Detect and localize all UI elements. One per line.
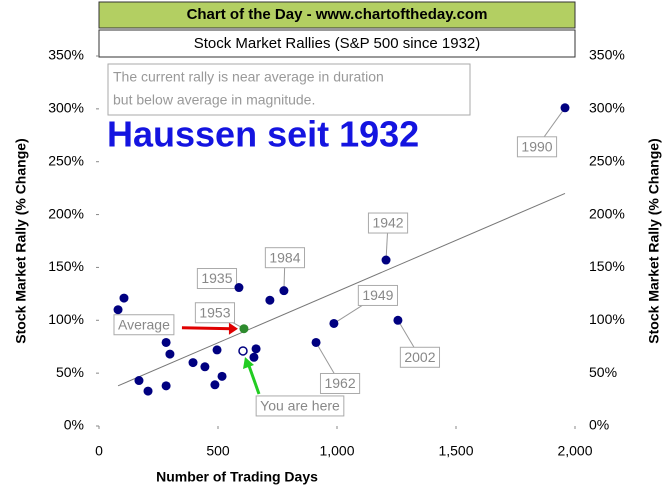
trend-line <box>117 192 566 387</box>
y2-tick-label: 0% <box>589 417 609 433</box>
data-point <box>311 337 321 347</box>
average-point <box>239 324 249 334</box>
data-point <box>329 318 339 328</box>
point-label: 1953 <box>199 304 230 320</box>
label-box <box>255 395 345 417</box>
label-box <box>196 268 238 290</box>
point-label: 1984 <box>269 249 300 265</box>
data-point <box>234 283 244 293</box>
x-tick-label: 2,000 <box>557 443 592 459</box>
x-tick-label: 0 <box>95 443 103 459</box>
data-point <box>161 337 171 347</box>
y2-tick-label: 200% <box>589 205 625 221</box>
data-point <box>113 305 123 315</box>
title-box <box>98 29 576 58</box>
point-label: 1942 <box>372 215 403 231</box>
y2-tick-label: 300% <box>589 100 625 116</box>
point-label: 1962 <box>324 375 355 391</box>
y-tick-label: 0% <box>64 417 84 433</box>
y-tick-label: 100% <box>48 311 84 327</box>
current-point <box>238 346 248 356</box>
y-tick-label: 200% <box>48 205 84 221</box>
data-point <box>560 103 570 113</box>
note: The current rally is near average in dur… <box>113 69 384 85</box>
y2-tick-label: 50% <box>589 364 617 380</box>
label-box <box>367 212 409 234</box>
data-point <box>279 286 289 296</box>
data-point <box>165 349 175 359</box>
y-tick-label: 350% <box>48 47 84 63</box>
y2-tick-label: 250% <box>589 152 625 168</box>
data-point <box>143 386 153 396</box>
point-label: 1935 <box>201 270 232 286</box>
data-point <box>119 293 129 303</box>
label-box <box>264 247 306 269</box>
point-label: 2002 <box>404 349 435 365</box>
data-point <box>134 376 144 386</box>
y-tick-label: 150% <box>48 258 84 274</box>
y2-tick-label: 100% <box>589 311 625 327</box>
header: Chart of the Day - www.chartoftheday.com <box>187 6 488 23</box>
data-point <box>188 358 198 368</box>
data-point <box>217 371 227 381</box>
y2-tick-label: 350% <box>589 47 625 63</box>
data-point <box>381 255 391 265</box>
y-axis-label: Stock Market Rally (% Change) <box>13 138 29 343</box>
note-box <box>107 63 471 116</box>
label-box <box>113 314 175 336</box>
arrow <box>246 362 261 395</box>
x-tick-label: 1,500 <box>438 443 473 459</box>
data-point <box>161 381 171 391</box>
y-tick-label: 250% <box>48 152 84 168</box>
note: but below average in magnitude. <box>113 92 315 108</box>
point-label: 1990 <box>521 139 552 155</box>
label-box <box>319 372 361 394</box>
data-point <box>249 352 259 362</box>
arrow-head <box>242 356 254 369</box>
data-point <box>210 380 220 390</box>
y-tick-label: 50% <box>56 364 84 380</box>
chart-title: Stock Market Rallies (S&P 500 since 1932… <box>194 35 481 52</box>
header-box <box>98 1 576 29</box>
data-point <box>265 295 275 305</box>
y2-tick-label: 150% <box>589 258 625 274</box>
data-point <box>251 344 261 354</box>
data-point <box>212 345 222 355</box>
y-axis-label-right: Stock Market Rally (% Change) <box>646 138 662 343</box>
x-tick-label: 500 <box>206 443 230 459</box>
y-tick-label: 300% <box>48 100 84 116</box>
label-box <box>516 136 558 158</box>
label-box <box>357 284 398 306</box>
data-point <box>393 315 403 325</box>
point-label: Average <box>118 316 170 332</box>
point-label: You are here <box>260 398 340 414</box>
label-box <box>194 302 236 324</box>
point-label: 1949 <box>362 287 393 303</box>
label-box <box>399 346 441 368</box>
data-point <box>200 362 210 372</box>
x-tick-label: 1,000 <box>319 443 354 459</box>
arrow-head <box>228 322 238 335</box>
x-axis-label: Number of Trading Days <box>156 469 318 485</box>
overlay-text: Haussen seit 1932 <box>107 114 419 155</box>
arrow <box>181 326 232 331</box>
